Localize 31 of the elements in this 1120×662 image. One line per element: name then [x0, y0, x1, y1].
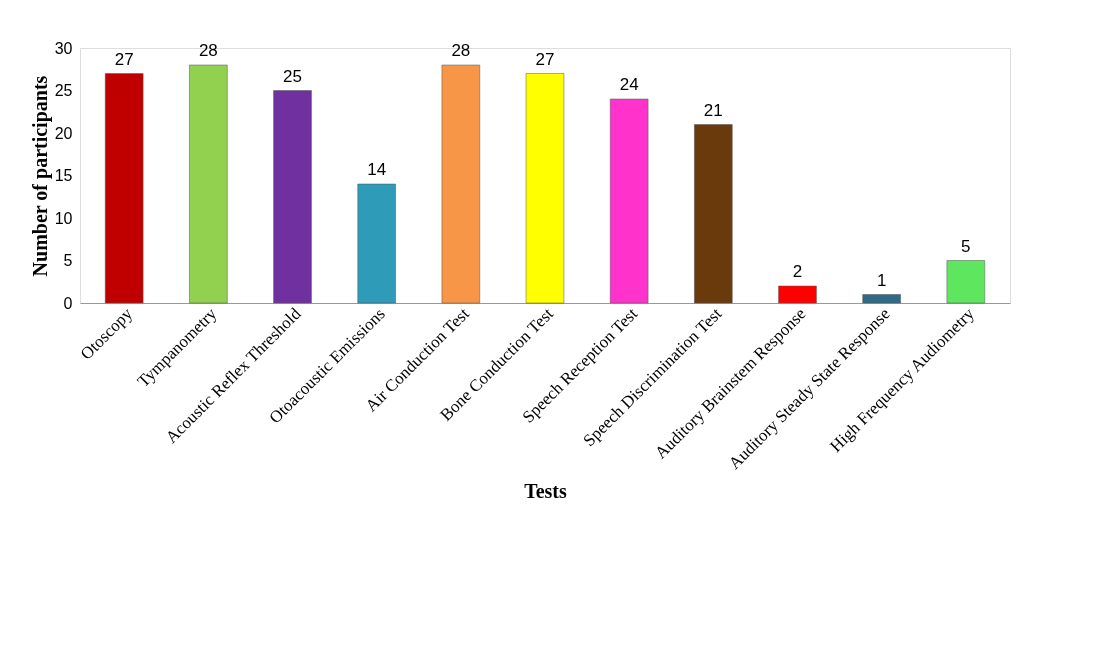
bar: [525, 73, 565, 304]
bar: [357, 183, 396, 304]
y-tick-label: 0: [63, 294, 73, 312]
data-label: 2: [792, 262, 803, 281]
y-tick-label: 20: [54, 124, 73, 142]
y-axis-title: Number of participants: [28, 75, 52, 277]
data-label: 28: [451, 41, 471, 60]
y-tick-label: 15: [54, 167, 73, 184]
y-tick-label: 25: [54, 82, 73, 99]
bar: [441, 64, 481, 304]
data-label: 21: [703, 100, 723, 120]
bar: [778, 285, 817, 304]
bar: [694, 124, 733, 304]
data-label: 27: [535, 49, 555, 69]
bar: [946, 260, 985, 304]
data-label: 25: [283, 66, 302, 86]
data-label: 28: [198, 41, 218, 60]
bar: [189, 64, 228, 304]
data-label: 1: [876, 270, 887, 290]
x-axis-title: Tests: [524, 480, 568, 503]
y-tick-label: 5: [63, 252, 73, 269]
bar: [862, 294, 901, 304]
data-label: 14: [367, 160, 387, 179]
y-tick-label: 30: [54, 39, 73, 57]
bar: [273, 90, 312, 304]
bar: [105, 73, 144, 304]
bar: [609, 98, 649, 304]
data-label: 5: [961, 236, 971, 256]
data-label: 24: [619, 75, 639, 94]
y-tick-label: 10: [54, 209, 73, 227]
data-label: 27: [114, 49, 134, 69]
